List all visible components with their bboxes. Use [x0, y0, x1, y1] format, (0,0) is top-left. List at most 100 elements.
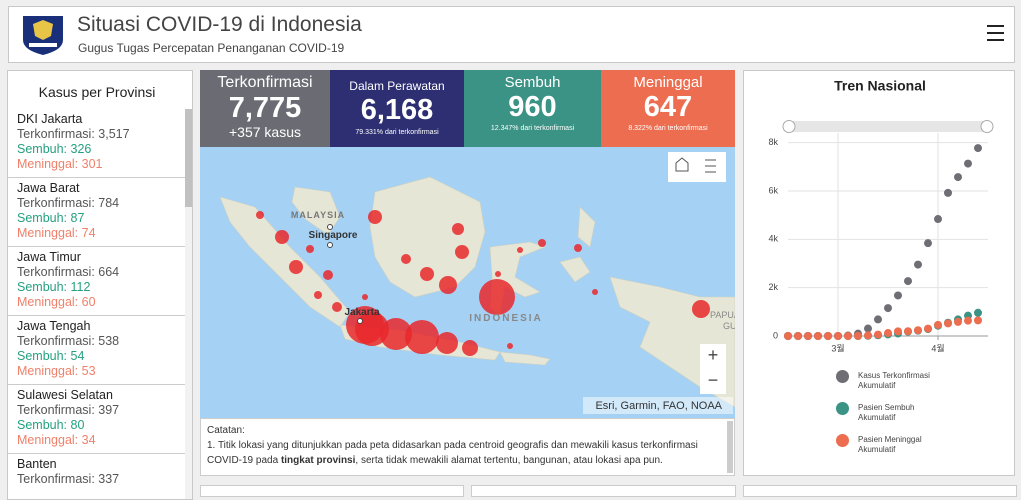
notes-text: 1. Titik lokasi yang ditunjukkan pada pe…	[207, 438, 720, 468]
province-confirmed: Terkonfirmasi: 3,517	[17, 127, 130, 141]
x-tick-label: 4월	[931, 342, 944, 353]
layer-list-button[interactable]	[705, 159, 716, 173]
data-point	[964, 159, 972, 168]
data-point	[914, 326, 922, 335]
province-name: Jawa Tengah	[17, 319, 91, 333]
text: 1. Titik lokasi yang ditunjukkan pada pe…	[207, 440, 698, 466]
y-tick-label: 4k	[768, 234, 778, 244]
card-value: 6,168	[360, 94, 434, 126]
data-point	[894, 327, 902, 336]
card-label: Meninggal	[633, 74, 703, 91]
province-recovered: Sembuh: 87	[17, 211, 85, 225]
data-point	[954, 173, 962, 182]
legend-swatch	[836, 402, 849, 415]
legend-item[interactable]: Pasien Sembuh Akumulatif	[836, 401, 996, 433]
province-name: Sulawesi Selatan	[17, 388, 113, 402]
card-deaths: Meninggal 647 8.322% dari terkonfirmasi	[601, 70, 735, 147]
card-label: Terkonfirmasi	[217, 74, 313, 91]
data-point	[814, 332, 822, 340]
text: , serta tidak mewakili alamat tertentu, …	[355, 455, 663, 466]
range-slider[interactable]	[788, 121, 988, 132]
legend-swatch	[836, 434, 849, 447]
province-deaths: Meninggal: 74	[17, 226, 96, 240]
slider-handle[interactable]	[782, 120, 796, 133]
scrollbar[interactable]	[727, 421, 733, 473]
data-point	[784, 332, 792, 340]
province-name: Banten	[17, 457, 57, 471]
map-label: Jakarta	[344, 307, 379, 318]
data-point	[974, 144, 982, 153]
legend-item[interactable]: Kasus Terkonfirmasi Akumulatif	[836, 369, 996, 401]
data-point	[834, 332, 842, 340]
y-tick-label: 0	[773, 330, 778, 340]
legend-item[interactable]: Pasien Meninggal Akumulatif	[836, 433, 996, 465]
panel	[200, 485, 464, 497]
panel-title: Kasus per Provinsi	[38, 84, 156, 100]
legend: Kasus Terkonfirmasi Akumulatif Pasien Sem…	[836, 369, 996, 465]
data-point	[924, 239, 932, 248]
card-label: Dalam Perawatan	[349, 79, 445, 93]
panel	[471, 485, 736, 497]
legend-label: Pasien Sembuh Akumulatif	[858, 403, 915, 422]
header: Situasi COVID-19 di Indonesia Gugus Tuga…	[8, 6, 1015, 63]
province-item: Sulawesi Selatan Terkonfirmasi: 397 Sembuh…	[8, 385, 186, 454]
zoom-controls	[700, 344, 726, 394]
data-point	[794, 332, 802, 340]
province-deaths: Meninggal: 60	[17, 295, 96, 309]
province-recovered: Sembuh: 112	[17, 280, 91, 294]
subtitle: Gugus Tugas Percepatan Penanganan COVID-…	[78, 41, 345, 55]
scroll-thumb[interactable]	[185, 109, 192, 207]
main-panel: Terkonfirmasi 7,775 +357 kasus Dalam Per…	[200, 70, 735, 476]
zoom-in[interactable]: +	[708, 345, 719, 365]
data-point	[954, 317, 962, 326]
province-confirmed: Terkonfirmasi: 337	[17, 472, 120, 486]
province-item: Jawa Timur Terkonfirmasi: 664 Sembuh: 112 M…	[8, 247, 186, 316]
y-tick-label: 8k	[768, 137, 778, 147]
menu-button[interactable]	[987, 25, 1004, 41]
data-point	[974, 308, 982, 317]
province-deaths: Meninggal: 301	[17, 157, 103, 171]
data-point	[854, 331, 862, 340]
data-point	[894, 291, 902, 300]
data-point	[874, 315, 882, 324]
y-tick-label: 6k	[768, 185, 778, 195]
card-label: Sembuh	[504, 74, 561, 91]
slider-handle[interactable]	[980, 120, 994, 133]
card-sub: 79.331% dari terkonfirmasi	[355, 129, 439, 136]
panel	[743, 485, 1017, 497]
data-point	[884, 329, 892, 338]
card-recovered: Sembuh 960 12.347% dari terkonfirmasi	[464, 70, 601, 147]
home-button[interactable]	[675, 157, 689, 172]
province-confirmed: Terkonfirmasi: 664	[17, 265, 120, 279]
notes: Catatan: 1. Titik lokasi yang ditunjukka…	[200, 418, 735, 476]
scrollbar[interactable]	[185, 109, 192, 499]
province-recovered: Sembuh: 54	[17, 349, 85, 363]
data-point	[934, 320, 942, 329]
logo	[23, 16, 63, 55]
data-point	[884, 304, 892, 313]
province-item: Banten Terkonfirmasi: 337	[8, 454, 186, 499]
province-item: Jawa Tengah Terkonfirmasi: 538 Sembuh: 54 M…	[8, 316, 186, 385]
x-tick-label: 3월	[831, 342, 844, 353]
title: Situasi COVID-19 di Indonesia	[77, 13, 362, 36]
card-value: 960	[508, 91, 557, 123]
notes-title: Catatan:	[207, 425, 245, 436]
data-point	[974, 316, 982, 325]
map[interactable]: MALAYSIA Singapore Jakarta INDONESIA PAP…	[200, 147, 735, 418]
province-name: Jawa Timur	[17, 250, 81, 264]
province-panel: Kasus per Provinsi DKI Jakarta Terkonfirm…	[7, 70, 193, 500]
map-label: INDONESIA	[469, 313, 543, 324]
province-confirmed: Terkonfirmasi: 397	[17, 403, 120, 417]
map-label: MALAYSIA	[291, 210, 345, 220]
province-recovered: Sembuh: 326	[17, 142, 92, 156]
zoom-out[interactable]: −	[708, 370, 719, 390]
map-label: GU	[723, 321, 735, 331]
data-point	[944, 188, 952, 197]
data-point	[904, 277, 912, 286]
province-confirmed: Terkonfirmasi: 784	[17, 196, 120, 210]
data-point	[964, 316, 972, 325]
data-point	[844, 332, 852, 340]
chart: Tren Nasional 0 2k 4k 6k 8k 3월 4월	[768, 78, 994, 353]
y-tick-label: 2k	[768, 282, 778, 292]
